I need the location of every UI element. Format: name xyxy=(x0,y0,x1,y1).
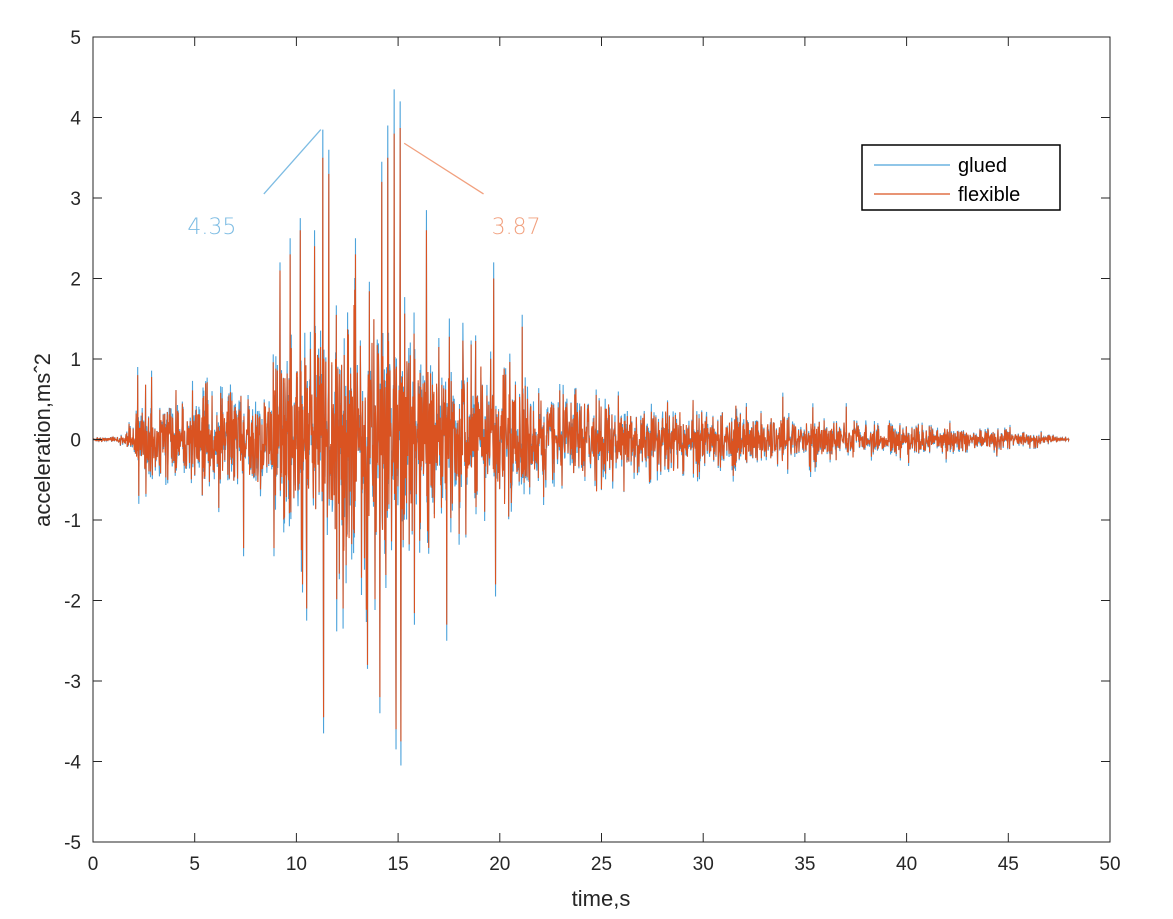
legend-label-glued: glued xyxy=(958,155,1007,177)
x-tick-label: 30 xyxy=(693,854,714,875)
legend-label-flexible: flexible xyxy=(958,184,1020,206)
y-tick-label: -5 xyxy=(64,833,81,854)
y-tick-label: 3 xyxy=(70,189,81,210)
x-tick-label: 25 xyxy=(591,854,612,875)
legend: glued flexible xyxy=(861,144,1061,211)
annotations: 4.35 3.87 xyxy=(187,129,541,240)
y-tick-label: 5 xyxy=(70,28,81,49)
y-tick-label: 1 xyxy=(70,350,81,371)
x-tick-label: 50 xyxy=(1099,854,1120,875)
y-tick-label: -2 xyxy=(64,592,81,613)
x-tick-label: 5 xyxy=(189,854,200,875)
y-tick-label: 4 xyxy=(70,109,81,130)
y-tick-label: -4 xyxy=(64,753,81,774)
plot-area xyxy=(92,89,1070,766)
series-line-flexible xyxy=(92,127,1070,742)
x-tick-label: 10 xyxy=(286,854,307,875)
y-axis-label: acceleration,msˆ2 xyxy=(30,353,55,527)
annotation-label-1: 3.87 xyxy=(492,215,541,240)
y-tick-label: -3 xyxy=(64,672,81,693)
x-tick-label: 45 xyxy=(998,854,1019,875)
x-tick-label: 40 xyxy=(896,854,917,875)
x-tick-label: 20 xyxy=(489,854,510,875)
x-tick-label: 15 xyxy=(388,854,409,875)
annotation-leader-0 xyxy=(263,129,322,195)
x-axis-label: time,s xyxy=(572,886,631,911)
y-tick-label: 0 xyxy=(70,431,81,452)
y-tick-label: 2 xyxy=(70,270,81,291)
x-tick-label: 0 xyxy=(88,854,99,875)
annotation-label-0: 4.35 xyxy=(187,215,236,240)
legend-box xyxy=(861,144,1061,211)
x-tick-label: 35 xyxy=(794,854,815,875)
y-tick-label: -1 xyxy=(64,511,81,532)
annotation-leader-1 xyxy=(403,142,484,195)
